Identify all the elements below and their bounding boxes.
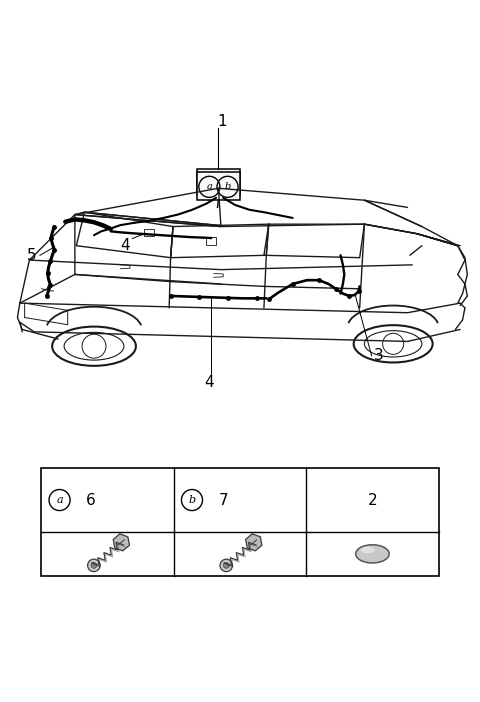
Text: 4: 4 bbox=[204, 375, 214, 390]
Circle shape bbox=[88, 559, 100, 571]
Text: a: a bbox=[206, 183, 212, 192]
Circle shape bbox=[220, 559, 232, 571]
Text: 7: 7 bbox=[218, 493, 228, 508]
Polygon shape bbox=[246, 534, 262, 551]
Text: a: a bbox=[56, 495, 63, 505]
Text: 5: 5 bbox=[27, 248, 36, 263]
Circle shape bbox=[91, 562, 96, 569]
Text: 4: 4 bbox=[120, 238, 130, 253]
Text: b: b bbox=[225, 183, 231, 192]
Bar bbox=[197, 172, 240, 200]
Bar bbox=[206, 237, 216, 244]
Ellipse shape bbox=[360, 547, 375, 553]
Text: 6: 6 bbox=[86, 493, 96, 508]
Text: 1: 1 bbox=[217, 114, 227, 128]
Polygon shape bbox=[113, 534, 130, 551]
Text: b: b bbox=[189, 495, 195, 505]
Bar bbox=[144, 229, 154, 236]
Circle shape bbox=[223, 562, 229, 569]
Bar bbox=[197, 169, 240, 195]
Ellipse shape bbox=[356, 545, 389, 563]
Text: 2: 2 bbox=[368, 493, 377, 508]
Text: 3: 3 bbox=[374, 348, 384, 364]
Bar bbox=[41, 468, 439, 576]
